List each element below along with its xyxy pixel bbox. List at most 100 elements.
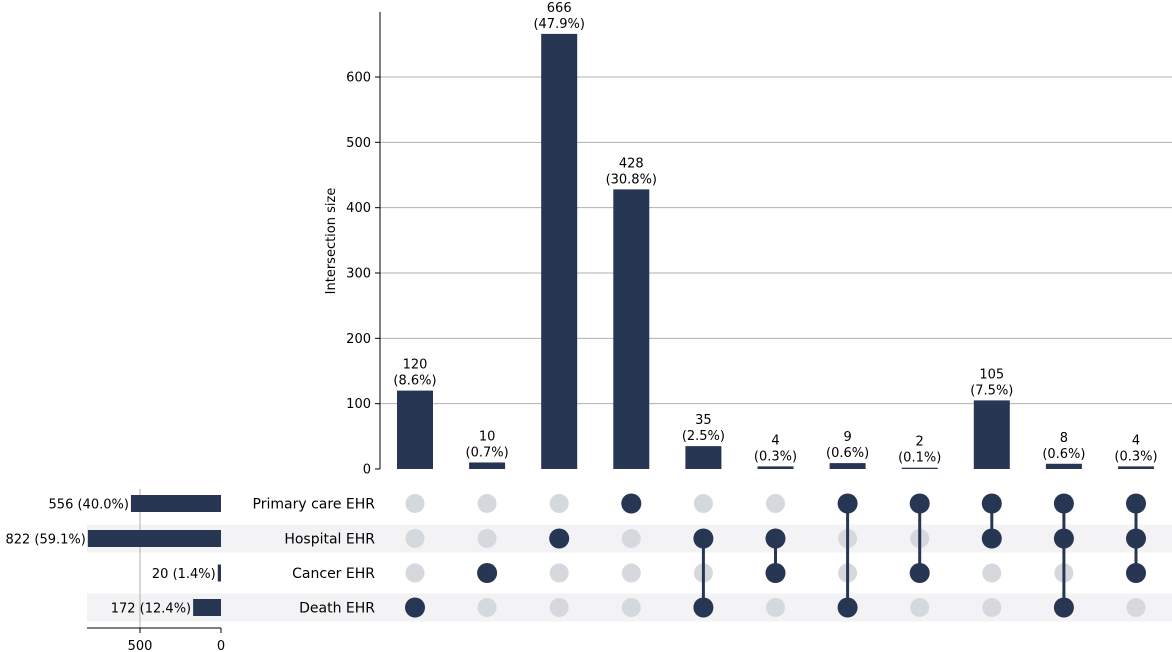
- matrix-dot-active: [837, 597, 858, 618]
- bar-value-label: 4: [1132, 433, 1140, 448]
- y-tick-label: 400: [346, 201, 371, 216]
- intersection-bar: [1118, 466, 1154, 469]
- matrix-dot-inactive: [477, 494, 497, 513]
- bar-percent-label: (47.9%): [533, 17, 584, 32]
- set-size-label: 20 (1.4%): [152, 567, 216, 582]
- bar-value-label: 35: [695, 413, 712, 428]
- bar-value-label: 9: [843, 430, 851, 445]
- matrix-dot-inactive: [405, 529, 425, 548]
- membership-matrix: [405, 493, 1146, 618]
- intersection-bar: [829, 463, 866, 469]
- y-tick-label: 300: [346, 267, 371, 282]
- set-size-bar: [87, 530, 221, 547]
- set-label: Cancer EHR: [292, 566, 375, 582]
- matrix-dot-active: [621, 493, 642, 514]
- set-size-label: 172 (12.4%): [111, 602, 191, 617]
- intersection-bar-labels: 120(8.6%)10(0.7%)666(47.9%)428(30.8%)35(…: [393, 1, 1157, 466]
- bar-value-label: 8: [1060, 431, 1068, 446]
- bar-percent-label: (8.6%): [393, 374, 436, 389]
- intersection-bar: [613, 189, 650, 469]
- matrix-dot-inactive: [982, 563, 1002, 583]
- set-size-label: 822 (59.1%): [5, 533, 85, 548]
- matrix-dot-inactive: [621, 563, 641, 583]
- matrix-dot-inactive: [549, 598, 569, 617]
- y-tick-label: 100: [346, 397, 371, 412]
- matrix-dot-inactive: [1126, 598, 1146, 617]
- matrix-dot-inactive: [477, 598, 497, 617]
- intersection-bar: [397, 390, 433, 469]
- bar-value-label: 666: [547, 1, 572, 16]
- bar-percent-label: (0.3%): [754, 449, 797, 464]
- matrix-dot-active: [1126, 563, 1146, 583]
- matrix-dot-active: [693, 528, 714, 549]
- matrix-dot-active: [909, 493, 930, 514]
- bar-percent-label: (0.3%): [1114, 449, 1157, 464]
- matrix-dot-inactive: [549, 494, 569, 513]
- bar-value-label: 428: [619, 156, 644, 171]
- set-label: Death EHR: [299, 601, 375, 617]
- set-size-bars: 556 (40.0%) 822 (59.1%) 20 (1.4%) 172 (12.4…: [5, 489, 221, 628]
- matrix-dot-active: [693, 597, 714, 618]
- set-label: Hospital EHR: [284, 532, 375, 548]
- matrix-dot-active: [1126, 528, 1146, 549]
- bar-percent-label: (30.8%): [606, 172, 657, 187]
- bar-value-label: 4: [771, 433, 779, 448]
- matrix-dot-inactive: [766, 494, 785, 513]
- y-tick-label: 0: [363, 463, 371, 478]
- matrix-dot-active: [1126, 493, 1146, 514]
- matrix-dot-active: [765, 563, 786, 583]
- set-size-tick-label: 0: [217, 639, 225, 652]
- matrix-dot-inactive: [405, 494, 425, 513]
- matrix-dot-inactive: [766, 598, 785, 617]
- intersection-bar: [901, 467, 938, 469]
- matrix-dot-active: [477, 563, 498, 583]
- matrix-dot-active: [405, 597, 425, 618]
- matrix-dot-inactive: [693, 494, 713, 513]
- matrix-dot-active: [549, 528, 570, 549]
- matrix-dot-active: [1053, 528, 1074, 549]
- matrix-dot-active: [765, 528, 786, 549]
- y-axis: 0 100 200 300 400 500 600: [346, 12, 381, 478]
- matrix-dot-inactive: [621, 598, 641, 617]
- bar-value-label: 105: [979, 367, 1004, 382]
- matrix-dot-inactive: [477, 529, 497, 548]
- matrix-dot-active: [909, 563, 930, 583]
- matrix-dot-inactive: [405, 563, 425, 583]
- matrix-dot-active: [1053, 493, 1074, 514]
- y-tick-label: 200: [346, 332, 371, 347]
- set-label: Primary care EHR: [253, 497, 376, 513]
- intersection-bar: [469, 462, 506, 469]
- bar-percent-label: (0.6%): [826, 446, 869, 461]
- intersection-bar: [1045, 463, 1082, 469]
- matrix-dot-inactive: [982, 598, 1002, 617]
- matrix-dot-active: [981, 493, 1002, 514]
- y-tick-label: 600: [346, 71, 371, 86]
- y-tick-label: 500: [346, 136, 371, 151]
- bar-value-label: 120: [403, 358, 428, 373]
- intersection-bar: [757, 466, 794, 469]
- set-size-label: 556 (40.0%): [49, 498, 129, 513]
- intersection-bar: [973, 400, 1010, 469]
- set-labels: Primary care EHR Hospital EHR Cancer EHR De…: [253, 497, 376, 617]
- matrix-dot-active: [981, 528, 1002, 549]
- bar-value-label: 10: [479, 429, 496, 444]
- set-size-bar: [130, 495, 221, 512]
- matrix-dot-inactive: [621, 529, 641, 548]
- intersection-bar: [685, 446, 722, 469]
- set-size-axis: 500 0: [87, 627, 225, 652]
- gridlines: [380, 76, 1172, 405]
- set-size-bar: [217, 564, 221, 582]
- intersection-bar: [541, 33, 578, 469]
- bar-percent-label: (0.1%): [898, 451, 941, 466]
- bar-value-label: 2: [916, 435, 924, 450]
- y-axis-title: Intersection size: [324, 188, 339, 295]
- bar-percent-label: (2.5%): [682, 429, 725, 444]
- set-size-bar: [193, 599, 221, 616]
- matrix-dot-active: [1053, 597, 1074, 618]
- bar-percent-label: (0.7%): [466, 445, 509, 460]
- bar-percent-label: (0.6%): [1042, 447, 1085, 462]
- matrix-dot-active: [837, 493, 858, 514]
- matrix-dot-inactive: [549, 563, 569, 583]
- bar-percent-label: (7.5%): [970, 383, 1013, 398]
